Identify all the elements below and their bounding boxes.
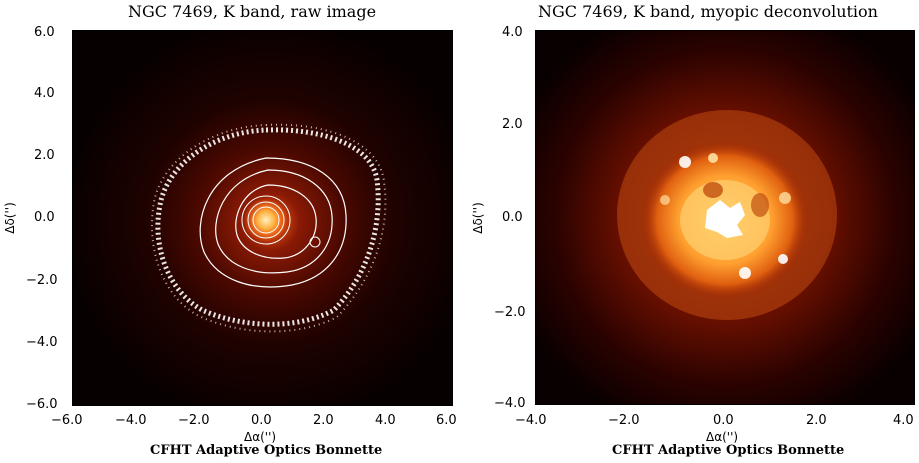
- left-x-tick: 0.0: [251, 413, 272, 428]
- right-y-tick: 2.0: [502, 117, 523, 132]
- left-y-tick: 2.0: [34, 148, 55, 163]
- right-x-tick: 0.0: [713, 413, 734, 428]
- left-y-tick: 6.0: [34, 25, 55, 40]
- nucleus: [705, 200, 745, 238]
- right-x-tick: 4.0: [893, 413, 914, 428]
- left-x-axis-label: Δα(''): [244, 430, 277, 444]
- left-panel-title: NGC 7469, K band, raw image: [128, 2, 377, 21]
- left-y-tick: 0.0: [34, 210, 55, 225]
- left-x-tick: −2.0: [178, 413, 210, 428]
- right-y-tick: 0.0: [502, 210, 523, 225]
- right-y-tick: −2.0: [494, 305, 526, 320]
- left-x-tick: 6.0: [436, 413, 457, 428]
- left-credit: CFHT Adaptive Optics Bonnette: [150, 443, 383, 458]
- right-credit: CFHT Adaptive Optics Bonnette: [612, 443, 845, 458]
- left-x-tick: −6.0: [51, 413, 83, 428]
- left-y-axis-label: Δδ(''): [2, 202, 17, 234]
- left-raw-image: [72, 30, 453, 406]
- right-panel-title: NGC 7469, K band, myopic deconvolution: [538, 2, 878, 21]
- right-x-tick: −4.0: [515, 413, 547, 428]
- left-y-tick: −4.0: [26, 335, 58, 350]
- right-y-axis-label: Δδ(''): [470, 202, 485, 234]
- right-y-tick: 4.0: [502, 25, 523, 40]
- outer-contour: [155, 127, 381, 327]
- left-y-tick: 4.0: [34, 86, 55, 101]
- right-x-tick: 2.0: [806, 413, 827, 428]
- left-x-tick: 4.0: [375, 413, 396, 428]
- right-y-tick: −4.0: [494, 396, 526, 411]
- right-x-tick: −2.0: [608, 413, 640, 428]
- left-x-tick: 2.0: [313, 413, 334, 428]
- left-x-tick: −4.0: [115, 413, 147, 428]
- left-y-tick: −2.0: [26, 273, 58, 288]
- nucleus-core: [244, 198, 288, 242]
- right-deconvolved-image: [535, 30, 915, 405]
- left-y-tick: −6.0: [26, 397, 58, 412]
- right-x-axis-label: Δα(''): [706, 430, 739, 444]
